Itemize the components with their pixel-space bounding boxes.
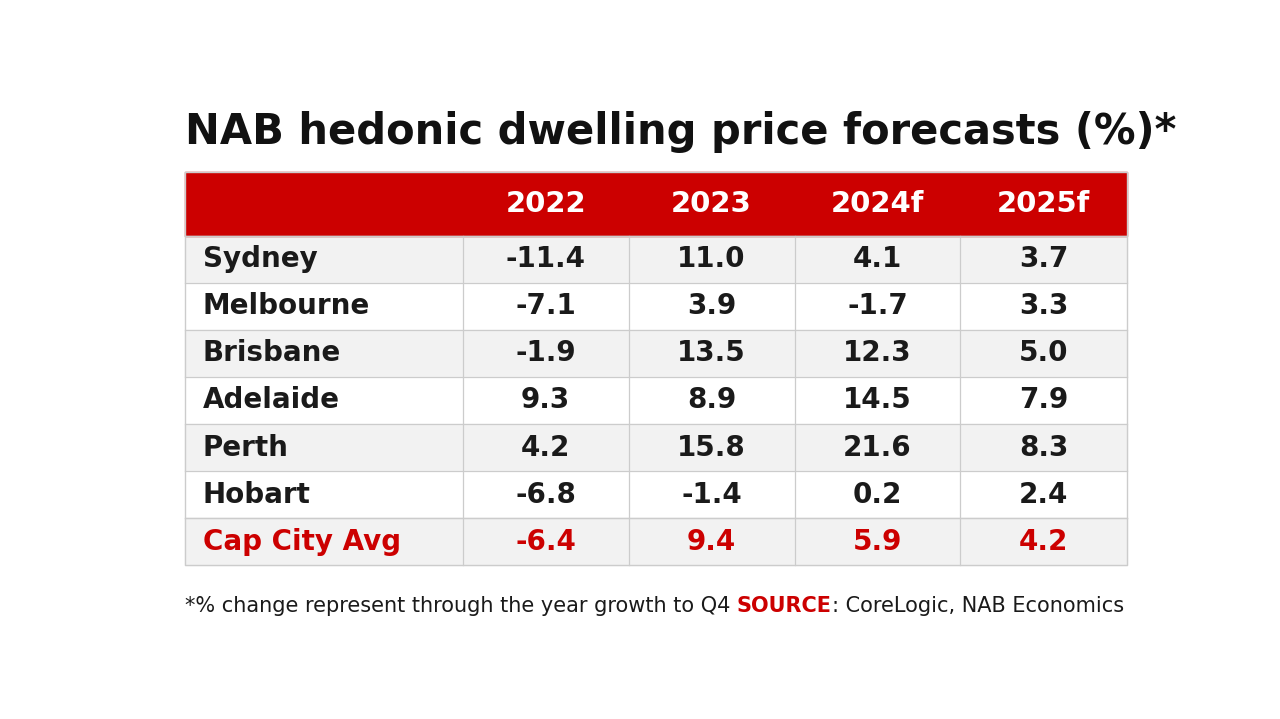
Bar <box>960 471 1128 518</box>
Bar <box>960 283 1128 330</box>
Bar <box>463 236 628 283</box>
Bar <box>184 471 463 518</box>
Text: 13.5: 13.5 <box>677 339 746 367</box>
Bar <box>628 236 795 283</box>
Bar <box>184 283 463 330</box>
Text: SOURCE: SOURCE <box>737 595 832 615</box>
Bar <box>463 424 628 471</box>
Bar <box>628 471 795 518</box>
Text: -6.8: -6.8 <box>516 480 576 508</box>
Text: 11.0: 11.0 <box>677 245 746 273</box>
Text: Brisbane: Brisbane <box>202 339 340 367</box>
Text: 14.5: 14.5 <box>844 387 911 414</box>
Text: Sydney: Sydney <box>202 245 317 273</box>
Text: 21.6: 21.6 <box>844 434 911 462</box>
Text: Adelaide: Adelaide <box>202 387 339 414</box>
Text: Cap City Avg: Cap City Avg <box>202 528 401 556</box>
Text: 4.1: 4.1 <box>852 245 902 273</box>
Text: -1.4: -1.4 <box>681 480 742 508</box>
Text: Melbourne: Melbourne <box>202 293 370 321</box>
Text: -1.9: -1.9 <box>516 339 576 367</box>
Text: -7.1: -7.1 <box>516 293 576 321</box>
Text: : CoreLogic, NAB Economics: : CoreLogic, NAB Economics <box>832 595 1124 615</box>
Bar <box>795 471 960 518</box>
Bar <box>795 172 960 236</box>
Text: 5.0: 5.0 <box>1019 339 1069 367</box>
Text: 12.3: 12.3 <box>844 339 911 367</box>
Text: Perth: Perth <box>202 434 288 462</box>
Text: 2.4: 2.4 <box>1019 480 1069 508</box>
Text: 2024f: 2024f <box>831 190 924 218</box>
Text: -11.4: -11.4 <box>506 245 586 273</box>
Bar <box>628 424 795 471</box>
Text: -6.4: -6.4 <box>516 528 576 556</box>
Text: NAB hedonic dwelling price forecasts (%)*: NAB hedonic dwelling price forecasts (%)… <box>184 111 1176 153</box>
Bar <box>463 377 628 424</box>
Bar <box>960 424 1128 471</box>
Text: Hobart: Hobart <box>202 480 311 508</box>
Bar <box>463 330 628 377</box>
Text: 8.9: 8.9 <box>687 387 736 414</box>
Text: 2023: 2023 <box>671 190 753 218</box>
Bar <box>184 424 463 471</box>
Bar <box>184 236 463 283</box>
Text: 8.3: 8.3 <box>1019 434 1069 462</box>
Text: 4.2: 4.2 <box>521 434 571 462</box>
Bar <box>628 377 795 424</box>
Bar <box>628 330 795 377</box>
Bar <box>463 471 628 518</box>
Text: -1.7: -1.7 <box>847 293 908 321</box>
Text: 3.7: 3.7 <box>1019 245 1069 273</box>
Text: 4.2: 4.2 <box>1019 528 1069 556</box>
Bar <box>795 518 960 565</box>
Bar <box>463 283 628 330</box>
Text: 7.9: 7.9 <box>1019 387 1069 414</box>
Bar <box>795 424 960 471</box>
Bar <box>795 283 960 330</box>
Bar <box>960 377 1128 424</box>
Bar <box>628 283 795 330</box>
Text: 9.4: 9.4 <box>687 528 736 556</box>
Text: 3.9: 3.9 <box>687 293 736 321</box>
Bar <box>184 172 463 236</box>
Bar <box>463 518 628 565</box>
Bar <box>463 172 628 236</box>
Bar <box>795 377 960 424</box>
Text: 2025f: 2025f <box>997 190 1091 218</box>
Text: 5.9: 5.9 <box>852 528 902 556</box>
Bar <box>184 330 463 377</box>
Bar <box>795 236 960 283</box>
Bar <box>960 518 1128 565</box>
Bar <box>795 330 960 377</box>
Text: 9.3: 9.3 <box>521 387 571 414</box>
Bar <box>628 518 795 565</box>
Text: *% change represent through the year growth to Q4: *% change represent through the year gro… <box>184 595 737 615</box>
Text: 2022: 2022 <box>506 190 586 218</box>
Bar <box>960 236 1128 283</box>
Bar <box>184 377 463 424</box>
Text: 15.8: 15.8 <box>677 434 746 462</box>
Bar <box>960 172 1128 236</box>
Bar <box>960 330 1128 377</box>
Text: 3.3: 3.3 <box>1019 293 1069 321</box>
Bar <box>628 172 795 236</box>
Text: 0.2: 0.2 <box>852 480 902 508</box>
Bar <box>184 518 463 565</box>
